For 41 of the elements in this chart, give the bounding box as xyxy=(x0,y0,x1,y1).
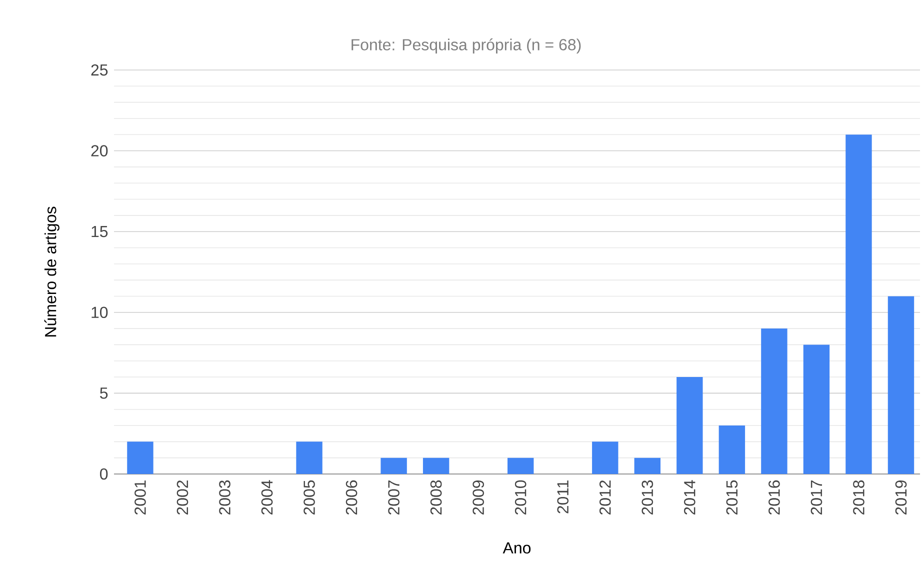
bar xyxy=(380,458,407,474)
x-axis-title: Ano xyxy=(502,542,531,554)
x-tick-label: 2001 xyxy=(134,480,146,514)
x-tick-label: 2005 xyxy=(304,480,315,514)
x-tick-label: 2009 xyxy=(472,480,484,514)
y-tick-label: 25 xyxy=(91,64,108,76)
x-tick-label: 2007 xyxy=(388,480,400,514)
y-tick-label: 20 xyxy=(91,145,108,156)
x-tick-label: 2002 xyxy=(176,480,188,514)
bar xyxy=(296,442,322,474)
x-tick-label: 2008 xyxy=(430,480,442,514)
bar xyxy=(761,328,788,474)
x-tick-label: 2018 xyxy=(853,480,864,514)
x-tick-label: 2015 xyxy=(726,480,738,514)
x-tick-label: 2004 xyxy=(261,480,273,514)
x-tick-label: 2011 xyxy=(557,480,569,514)
bar xyxy=(846,134,872,474)
bar xyxy=(127,442,154,474)
bar xyxy=(803,344,830,474)
x-tick-label: 2003 xyxy=(219,480,230,514)
bar xyxy=(422,458,450,474)
bar xyxy=(888,296,914,474)
bar xyxy=(676,377,703,474)
x-tick-label: 2019 xyxy=(895,480,907,514)
bar xyxy=(634,458,660,474)
y-tick-label: 10 xyxy=(92,306,108,318)
x-tick-label: 2013 xyxy=(642,480,654,514)
y-tick-label: 0 xyxy=(100,468,108,480)
y-tick-label: 5 xyxy=(100,388,108,399)
chart-subtitle: Fonte: Pesquisa própria (n = 68) xyxy=(352,38,581,54)
bar xyxy=(718,426,746,474)
bar xyxy=(508,458,534,474)
x-tick-label: 2014 xyxy=(684,480,696,514)
x-tick-label: 2010 xyxy=(514,480,526,514)
x-tick-label: 2012 xyxy=(599,480,611,514)
y-tick-label: 15 xyxy=(92,226,108,238)
bar xyxy=(592,442,618,474)
x-tick-label: 2017 xyxy=(810,480,822,514)
x-tick-label: 2006 xyxy=(346,480,358,514)
y-axis-title: Número de artigos xyxy=(44,206,60,336)
x-tick-label: 2016 xyxy=(768,480,780,514)
